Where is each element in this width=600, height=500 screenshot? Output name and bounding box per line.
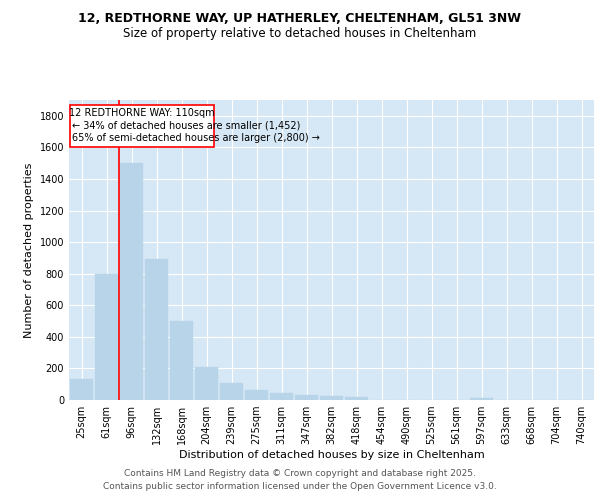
Text: 12 REDTHORNE WAY: 110sqm: 12 REDTHORNE WAY: 110sqm (70, 108, 215, 118)
FancyBboxPatch shape (70, 104, 214, 148)
Bar (220, 382, 243, 400)
Text: 12, REDTHORNE WAY, UP HATHERLEY, CHELTENHAM, GL51 3NW: 12, REDTHORNE WAY, UP HATHERLEY, CHELTEN… (79, 12, 521, 26)
Text: Size of property relative to detached houses in Cheltenham: Size of property relative to detached ho… (124, 28, 476, 40)
Bar (145, 260, 168, 400)
Bar (120, 163, 143, 400)
Text: ← 34% of detached houses are smaller (1,452): ← 34% of detached houses are smaller (1,… (71, 120, 300, 130)
Text: Contains HM Land Registry data © Crown copyright and database right 2025.: Contains HM Land Registry data © Crown c… (124, 468, 476, 477)
Bar (170, 321, 193, 400)
Bar (245, 390, 268, 400)
Bar (320, 396, 343, 400)
Bar (95, 274, 118, 400)
X-axis label: Distribution of detached houses by size in Cheltenham: Distribution of detached houses by size … (179, 450, 484, 460)
Bar (270, 393, 293, 400)
Text: Contains public sector information licensed under the Open Government Licence v3: Contains public sector information licen… (103, 482, 497, 491)
Bar (70, 380, 93, 400)
Bar (195, 367, 218, 400)
Text: 65% of semi-detached houses are larger (2,800) →: 65% of semi-detached houses are larger (… (71, 133, 319, 143)
Y-axis label: Number of detached properties: Number of detached properties (24, 162, 34, 338)
Bar (295, 396, 318, 400)
Bar (345, 397, 368, 400)
Bar (470, 398, 493, 400)
